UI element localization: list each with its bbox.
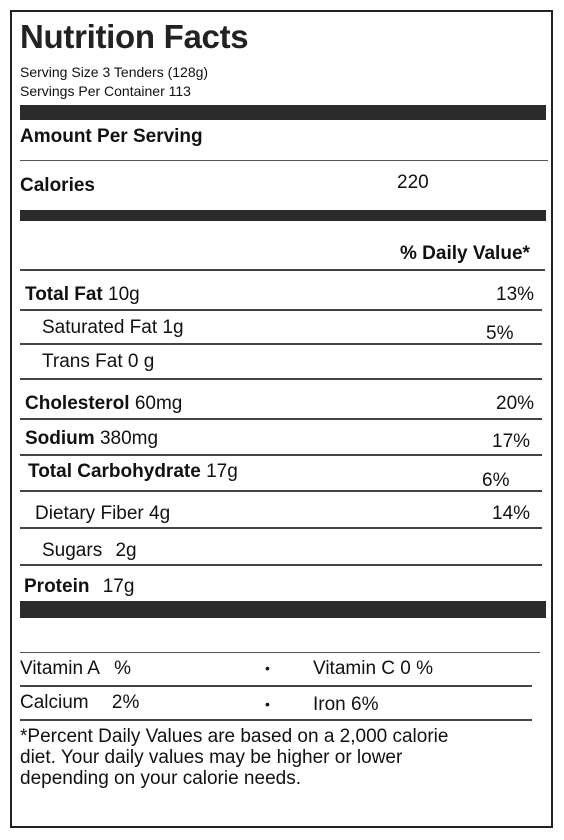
servings-per-container-label: Servings Per Container	[20, 83, 165, 99]
divider	[20, 564, 542, 566]
nutrient-dv: 6%	[482, 470, 510, 491]
footnote-line: depending on your calorie needs.	[20, 768, 301, 789]
label-title: Nutrition Facts	[20, 18, 249, 55]
nutrient-name: Cholesterol	[25, 393, 130, 414]
nutrient-name: Total Fat	[25, 284, 103, 305]
calcium: Calcium 2%	[20, 692, 139, 714]
nutrient-amount: 1g	[162, 317, 184, 338]
divider	[20, 343, 542, 345]
footnote-line: *Percent Daily Values are based on a 2,0…	[20, 726, 449, 747]
nutrient-row-total-carbohydrate: Total Carbohydrate 17g	[28, 461, 238, 483]
nutrient-amount: 10g	[108, 284, 140, 305]
thick-divider-middle	[20, 210, 546, 221]
calcium-value: 2%	[111, 692, 140, 713]
nutrient-row-total-fat: Total Fat 10g	[25, 284, 140, 306]
nutrient-amount: 17g	[102, 576, 135, 597]
thick-divider-top	[20, 105, 546, 120]
servings-per-container: Servings Per Container 113	[20, 83, 191, 99]
nutrient-name: Protein	[24, 576, 90, 597]
nutrient-name: Sodium	[25, 428, 95, 449]
nutrient-dv: 14%	[492, 503, 531, 524]
divider	[20, 527, 542, 529]
nutrition-label	[10, 10, 553, 828]
iron: Iron 6%	[313, 694, 379, 715]
divider	[20, 160, 548, 161]
vitamin-a: Vitamin A %	[20, 658, 131, 680]
footnote-line: diet. Your daily values may be higher or…	[20, 747, 403, 768]
divider	[20, 418, 542, 420]
nutrient-name: Trans Fat	[42, 351, 123, 372]
nutrient-row-sugars: Sugars 2g	[42, 540, 137, 562]
thick-divider-bottom	[20, 601, 546, 618]
divider	[20, 269, 545, 271]
divider	[20, 685, 532, 687]
bullet: •	[265, 660, 270, 676]
divider	[20, 378, 542, 380]
divider	[20, 490, 542, 492]
nutrient-row-sodium: Sodium 380mg	[25, 428, 158, 450]
nutrient-name: Dietary Fiber	[35, 503, 144, 524]
nutrient-row-trans-fat: Trans Fat 0 g	[42, 351, 154, 373]
vitamin-c: Vitamin C 0 %	[313, 658, 434, 679]
nutrient-dv: 20%	[496, 393, 535, 414]
nutrient-amount: 4g	[149, 503, 171, 524]
nutrient-name: Saturated Fat	[42, 317, 158, 338]
nutrient-dv: 17%	[492, 431, 531, 452]
divider	[20, 719, 532, 721]
servings-per-container-value: 113	[168, 83, 191, 99]
footnote: *Percent Daily Values are based on a 2,0…	[20, 726, 448, 789]
nutrient-name: Total Carbohydrate	[28, 461, 201, 482]
nutrient-dv: 13%	[496, 284, 535, 305]
daily-value-header: % Daily Value*	[400, 243, 530, 264]
calories-label: Calories	[20, 175, 95, 196]
bullet: •	[265, 696, 270, 712]
nutrient-amount: 0 g	[127, 351, 155, 372]
vitamin-a-value: %	[114, 658, 132, 679]
nutrient-name: Sugars	[42, 540, 103, 561]
divider	[20, 454, 542, 456]
nutrient-amount: 60mg	[134, 393, 183, 414]
nutrient-amount: 2g	[115, 540, 137, 561]
nutrient-dv: 5%	[486, 323, 514, 344]
vitamin-a-label: Vitamin A	[20, 658, 99, 679]
nutrient-amount: 380mg	[99, 428, 159, 449]
divider	[20, 652, 540, 653]
nutrient-row-cholesterol: Cholesterol 60mg	[25, 393, 182, 415]
nutrient-row-saturated-fat: Saturated Fat 1g	[42, 317, 184, 339]
calcium-label: Calcium	[20, 692, 89, 713]
calories-value: 220	[397, 172, 429, 193]
divider	[20, 309, 542, 311]
nutrient-row-dietary-fiber: Dietary Fiber 4g	[35, 503, 170, 525]
serving-size: Serving Size 3 Tenders (128g)	[20, 64, 209, 80]
amount-per-serving: Amount Per Serving	[20, 126, 203, 147]
nutrient-amount: 17g	[206, 461, 238, 482]
nutrient-row-protein: Protein 17g	[24, 576, 134, 598]
